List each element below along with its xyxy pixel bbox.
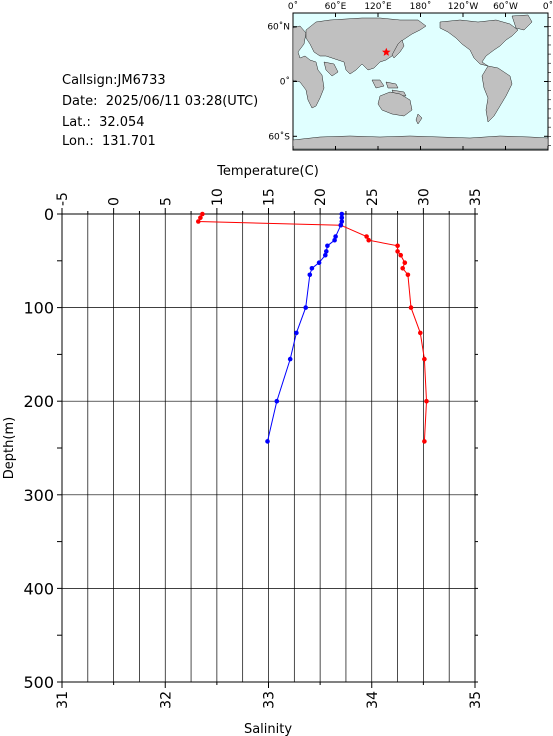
salinity-point: [287, 356, 293, 362]
temperature-point: [198, 215, 203, 220]
salinity-point: [332, 237, 337, 243]
map-lon-tick-label: 60˚E: [325, 1, 347, 12]
temperature-point: [400, 266, 406, 271]
series-layer: [196, 211, 429, 444]
profile-chart: -5 0 5 10 15 20 25 30 35 31 32 33 34 35 010020030040…: [2, 164, 484, 736]
map-lat-tick-label: 60˚S: [268, 131, 290, 142]
map-lat-tick-label: 60˚N: [267, 22, 290, 33]
depth-tick-labels: 0 100 200 300 400 500: [23, 205, 54, 692]
lon-text: Lon.: 131.701: [62, 134, 156, 149]
temperature-point: [395, 243, 400, 249]
salinity-point: [333, 234, 338, 239]
salinity-tick-label: 31: [55, 691, 71, 709]
map-lon-tick-label: 120˚W: [448, 1, 479, 12]
temperature-tick-label: -5: [55, 192, 71, 206]
depth-tick-label: 100: [23, 299, 54, 318]
temperature-point: [200, 211, 205, 217]
grid: [61, 214, 476, 682]
temperature-point: [424, 398, 429, 404]
salinity-point: [265, 439, 270, 444]
temperature-point: [366, 237, 372, 243]
temperature-tick-label: 15: [262, 188, 278, 206]
temperature-point: [422, 356, 427, 362]
depth-axis-label: Depth(m): [2, 417, 17, 479]
salinity-tick-label: 32: [158, 691, 174, 709]
salinity-point: [339, 211, 345, 217]
salinity-tick-label: 34: [365, 691, 381, 709]
salinity-point: [324, 249, 329, 254]
lat-text: Lat.: 32.054: [62, 115, 145, 130]
depth-tick-label: 0: [44, 205, 54, 224]
depth-tick-label: 300: [23, 486, 54, 505]
salinity-point: [325, 243, 330, 249]
salinity-point: [339, 215, 345, 220]
salinity-point: [294, 330, 299, 336]
callsign-text: Callsign:JM6733: [62, 73, 166, 88]
temperature-tick-label: 5: [158, 197, 174, 206]
salinity-point: [338, 222, 344, 228]
salinity-point: [323, 252, 328, 258]
depth-tick-label: 400: [23, 579, 54, 598]
temperature-point: [422, 439, 427, 444]
temperature-tick-label: 25: [365, 188, 381, 206]
salinity-tick-label: 35: [468, 691, 484, 709]
temperature-point: [408, 305, 414, 310]
star-icon: [382, 47, 391, 56]
temperature-point: [398, 252, 404, 258]
depth-tick-label: 200: [23, 392, 54, 411]
map-ticks: [292, 13, 551, 150]
salinity-point: [339, 219, 345, 224]
map-lon-tick-label: 120˚E: [364, 1, 392, 12]
temperature-tick-label: 35: [468, 188, 484, 206]
depth-tick-label: 500: [23, 673, 54, 692]
salinity-tick-label: 33: [262, 691, 278, 709]
salinity-axis-label: Salinity: [244, 722, 292, 736]
map-lon-tick-label: 60˚W: [493, 1, 518, 12]
temperature-tick-label: 10: [210, 188, 226, 206]
salinity-tick-labels: 31 32 33 34 35: [55, 691, 484, 709]
temperature-axis-label: Temperature(C): [216, 164, 319, 179]
salinity-point: [274, 398, 280, 404]
temperature-tick-label: 0: [107, 197, 123, 206]
temperature-point: [395, 249, 400, 254]
temperature-point: [405, 272, 411, 278]
temperature-point: [196, 219, 201, 224]
plot-frame: [61, 213, 476, 683]
temperature-point: [402, 260, 408, 266]
map-lon-tick-label: 0˚: [288, 1, 298, 12]
date-text: Date: 2025/06/11 03:28(UTC): [62, 94, 259, 109]
salinity-point: [307, 272, 313, 278]
map-lat-tick-label: 0˚: [280, 77, 290, 88]
map-lon-tick-label: 0˚: [543, 1, 553, 12]
salinity-point: [309, 266, 315, 271]
salinity-point: [316, 260, 322, 266]
map-land: [292, 14, 549, 150]
temperature-tick-label: 20: [313, 188, 329, 206]
temperature-point: [418, 330, 423, 336]
temperature-tick-label: 30: [416, 188, 432, 206]
temperature-tick-labels: -5 0 5 10 15 20 25 30 35: [55, 188, 484, 206]
temperature-point: [364, 234, 369, 239]
location-map: 0˚ 60˚E 120˚E 180˚ 120˚W 60˚W 0˚ 60˚N 0˚ 60˚S: [267, 1, 553, 151]
map-tick-labels: 0˚ 60˚E 120˚E 180˚ 120˚W 60˚W 0˚ 60˚N 0˚ 60˚S: [267, 1, 553, 142]
map-lon-tick-label: 180˚: [410, 1, 432, 12]
salinity-point: [303, 305, 309, 310]
